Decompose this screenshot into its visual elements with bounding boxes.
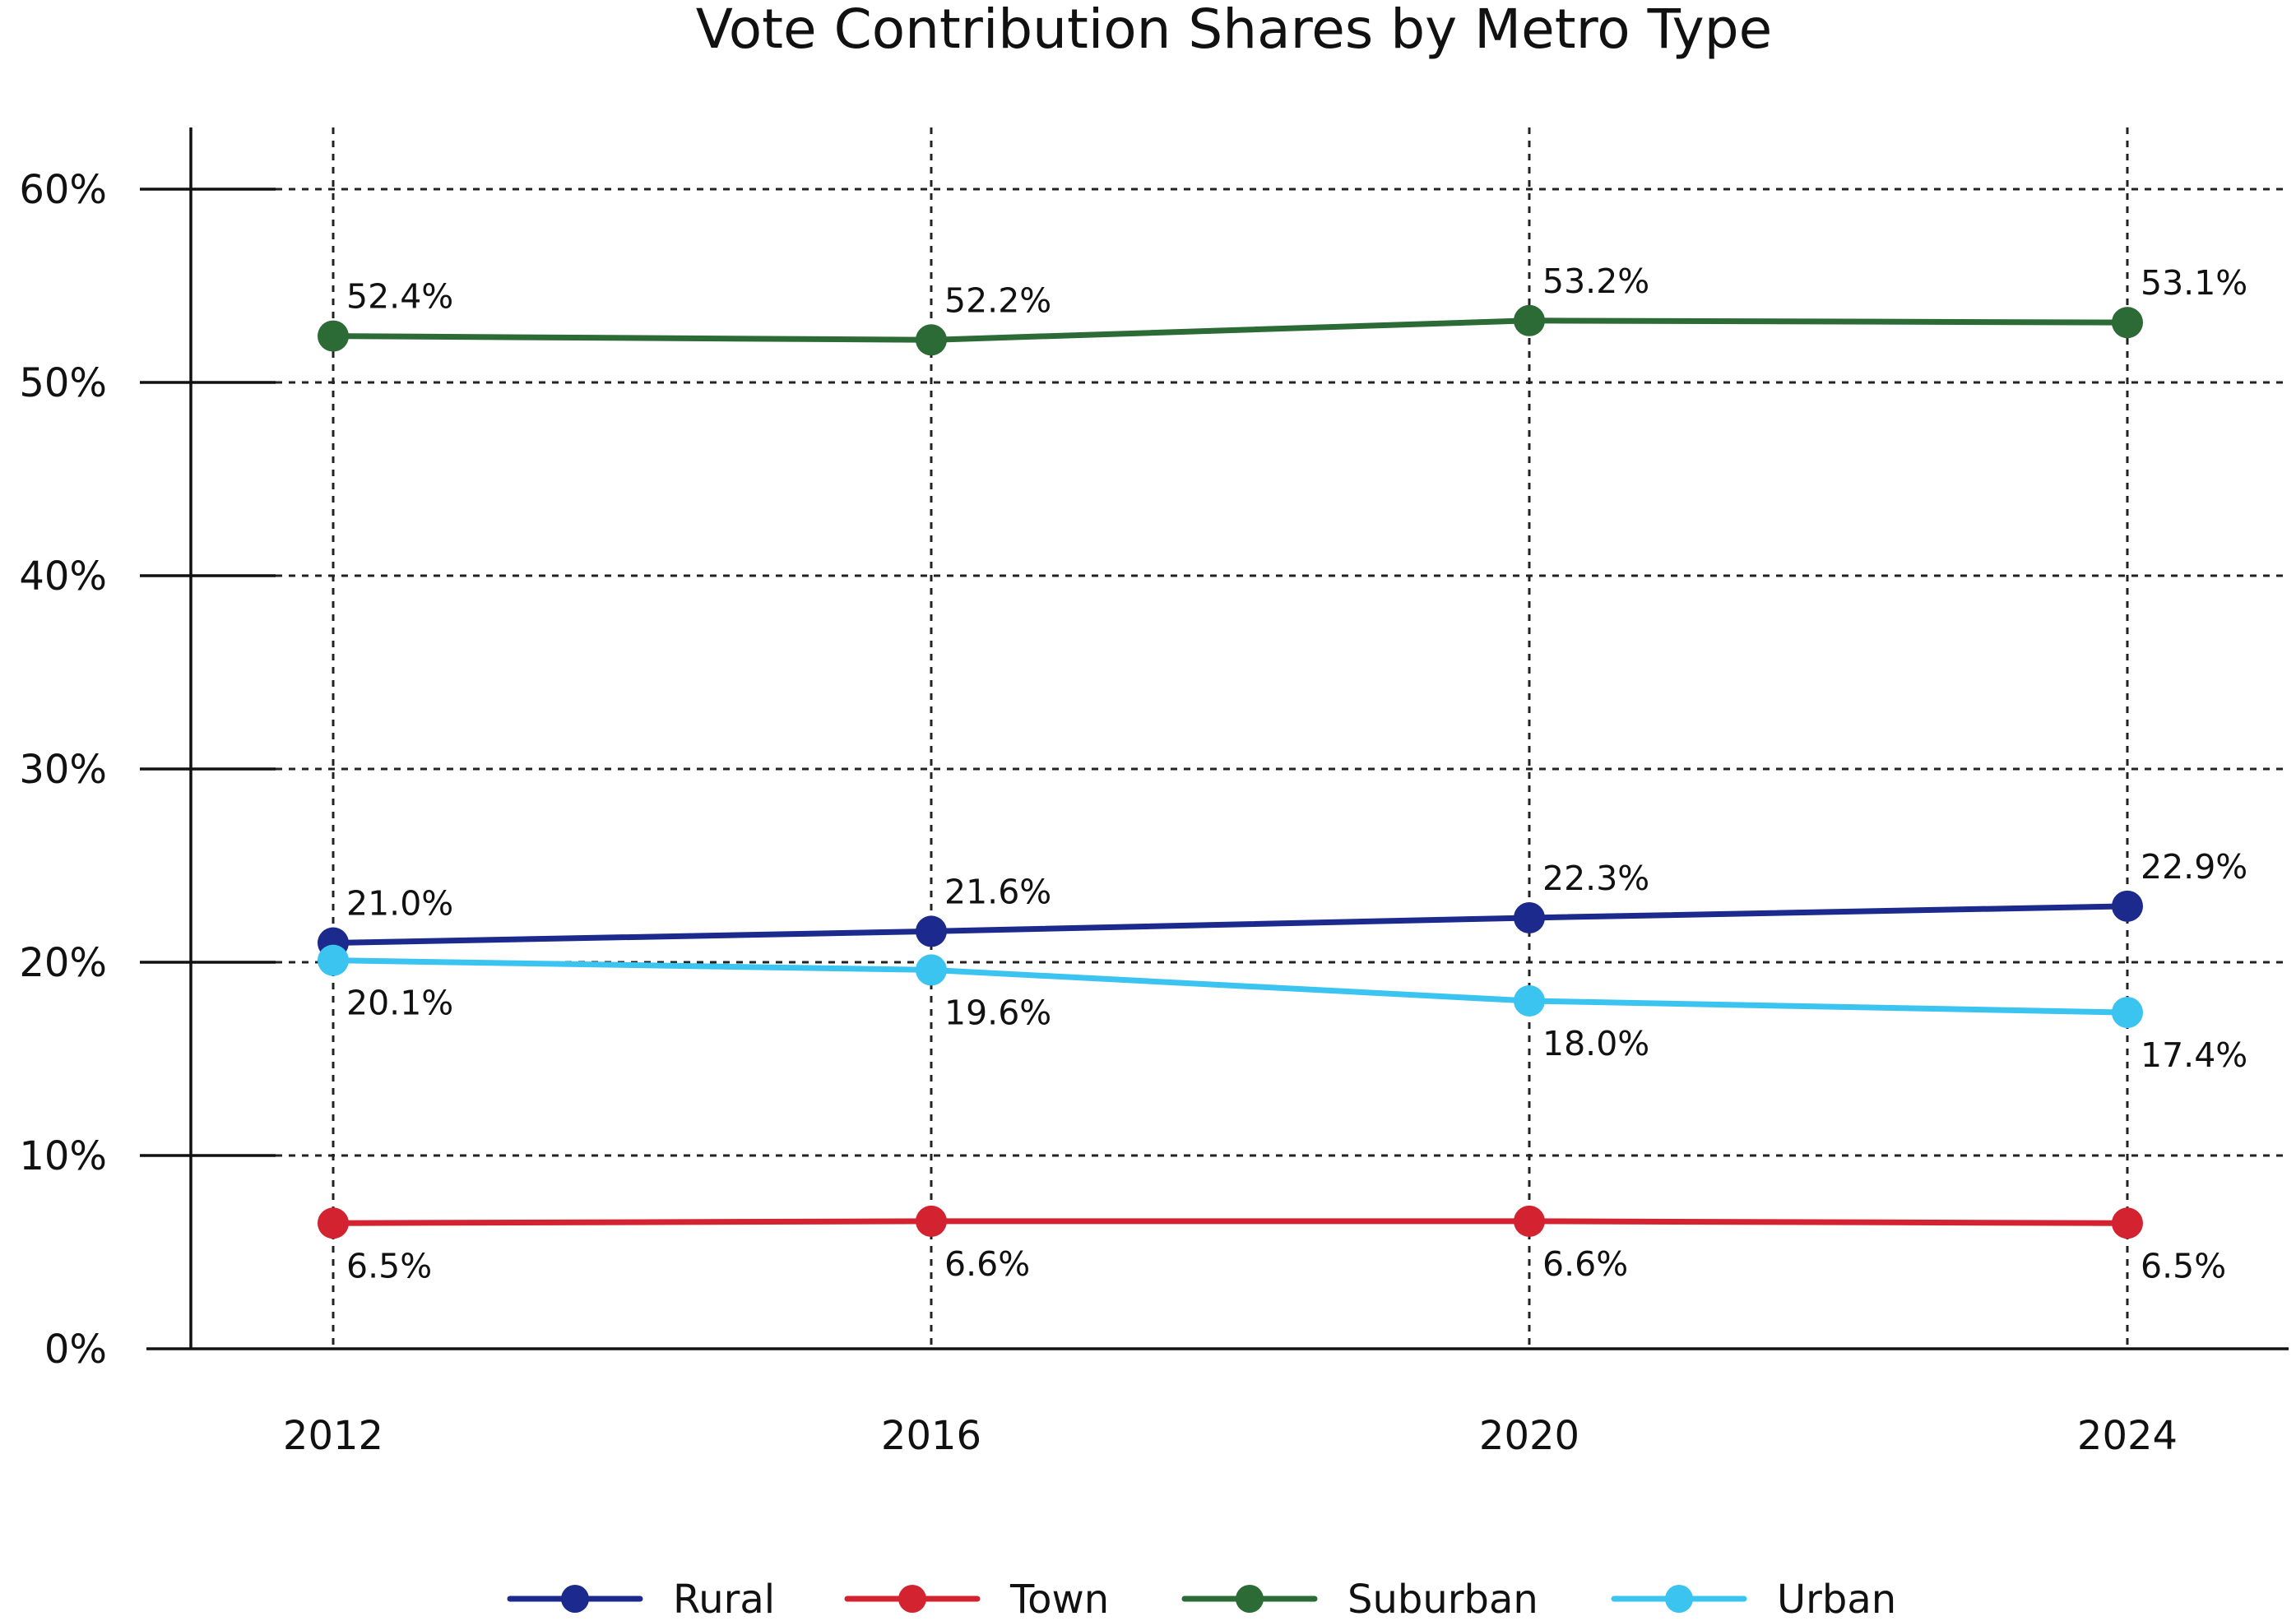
data-point-suburban <box>916 324 947 356</box>
data-label-rural: 22.3% <box>1542 859 1649 898</box>
data-point-suburban <box>2112 307 2143 339</box>
data-label-urban: 19.6% <box>944 993 1051 1032</box>
data-point-suburban <box>1514 304 1545 336</box>
y-tick-label: 20% <box>19 940 107 986</box>
series-line-rural <box>330 903 2131 946</box>
legend-marker-suburban <box>1236 1585 1264 1613</box>
data-label-suburban: 53.1% <box>2141 263 2247 303</box>
data-label-town: 6.6% <box>1542 1244 1628 1284</box>
data-point-rural <box>916 915 947 947</box>
data-point-rural <box>1514 901 1545 933</box>
legend-label-suburban: Suburban <box>1347 1577 1538 1621</box>
data-label-urban: 20.1% <box>346 984 453 1023</box>
axes: 0% 10% 20% 30% 40% 50% 60% 2012 2016 2020 2024 <box>19 127 2289 1459</box>
chart-title: Vote Contribution Shares by Metro Type <box>696 0 1772 61</box>
y-tick-label: 10% <box>19 1133 107 1179</box>
legend-label-rural: Rural <box>673 1577 775 1621</box>
data-point-town <box>1514 1205 1545 1237</box>
data-point-suburban <box>318 320 349 352</box>
data-point-town <box>2112 1207 2143 1239</box>
data-label-suburban: 52.4% <box>346 277 453 317</box>
data-label-rural: 21.0% <box>346 884 453 924</box>
y-tick-label: 40% <box>19 553 107 600</box>
data-point-town <box>318 1207 349 1239</box>
data-point-town <box>916 1205 947 1237</box>
data-labels: 21.0% 21.6% 22.3% 22.9% 6.5% 6.6% 6.6% 6.5% 52.4… <box>346 262 2247 1285</box>
data-point-urban <box>2112 997 2143 1029</box>
legend: Rural Town Suburban Urban <box>507 1577 1896 1621</box>
x-tick-label: 2020 <box>1479 1413 1579 1459</box>
data-label-town: 6.5% <box>2141 1246 2226 1285</box>
legend-marker-urban <box>1665 1585 1693 1613</box>
series-line-urban <box>330 957 2131 1016</box>
data-label-urban: 17.4% <box>2141 1035 2247 1075</box>
series-line-suburban <box>330 317 2131 343</box>
series-lines <box>318 304 2143 1239</box>
data-label-rural: 22.9% <box>2141 847 2247 887</box>
data-label-urban: 18.0% <box>1542 1024 1649 1063</box>
y-tick-label: 60% <box>19 167 107 213</box>
x-tick-label: 2024 <box>2077 1413 2178 1459</box>
data-label-suburban: 53.2% <box>1542 262 1649 301</box>
data-point-urban <box>1514 985 1545 1017</box>
y-tick-label: 0% <box>44 1327 107 1373</box>
data-point-urban <box>318 944 349 976</box>
data-label-rural: 21.6% <box>944 872 1051 911</box>
data-point-urban <box>916 954 947 986</box>
data-label-town: 6.5% <box>346 1246 432 1285</box>
y-tick-label: 30% <box>19 747 107 793</box>
data-label-suburban: 52.2% <box>944 280 1051 320</box>
data-label-town: 6.6% <box>944 1244 1030 1284</box>
y-tick-label: 50% <box>19 360 107 406</box>
series-line-town <box>330 1218 2131 1226</box>
legend-label-urban: Urban <box>1777 1577 1896 1621</box>
legend-label-town: Town <box>1009 1577 1109 1621</box>
legend-marker-rural <box>561 1585 589 1613</box>
grid-lines <box>276 127 2289 1349</box>
data-point-rural <box>2112 890 2143 922</box>
x-tick-label: 2016 <box>881 1413 981 1459</box>
legend-marker-town <box>898 1585 926 1613</box>
x-tick-label: 2012 <box>283 1413 383 1459</box>
